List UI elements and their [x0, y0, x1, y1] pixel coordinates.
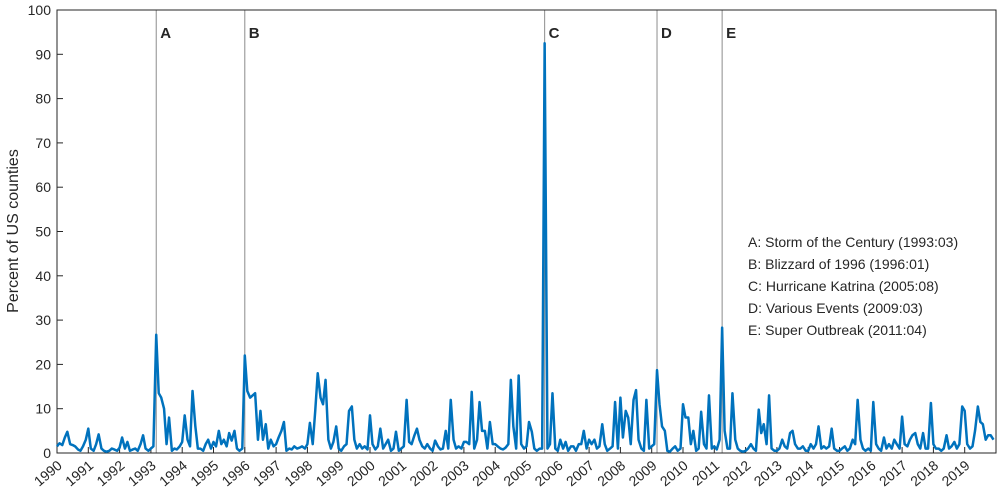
y-tick-label: 70 — [35, 135, 51, 151]
x-tick-label: 1991 — [62, 457, 96, 489]
event-legend: E: Super Outbreak (2011:04) — [748, 322, 927, 338]
event-legend: C: Hurricane Katrina (2005:08) — [748, 278, 939, 294]
x-tick-label: 2004 — [469, 457, 503, 489]
event-label: C — [549, 25, 560, 42]
axes-box — [56, 9, 997, 454]
event-label: B — [249, 25, 260, 42]
x-tick-label: 1993 — [125, 457, 159, 489]
y-tick-label: 80 — [35, 91, 51, 107]
data-line — [56, 41, 995, 453]
x-tick-label: 2006 — [532, 457, 566, 489]
y-tick-label: 100 — [28, 2, 52, 18]
y-tick-label: 90 — [35, 46, 51, 62]
y-tick-label: 40 — [35, 268, 51, 284]
y-tick-label: 10 — [35, 401, 51, 417]
x-tick-label: 2000 — [344, 457, 378, 489]
x-tick-label: 1995 — [187, 457, 221, 489]
x-tick-label: 2010 — [657, 457, 691, 489]
x-tick-label: 1990 — [31, 457, 65, 489]
event-legend: D: Various Events (2009:03) — [748, 300, 923, 316]
x-tick-label: 2016 — [845, 457, 879, 489]
y-tick-label: 20 — [35, 356, 51, 372]
y-tick-label: 50 — [35, 224, 51, 240]
x-tick-label: 2011 — [689, 457, 723, 489]
x-tick-label: 2014 — [782, 457, 816, 489]
x-tick-label: 2013 — [751, 457, 785, 489]
x-tick-label: 1994 — [156, 457, 190, 489]
x-tick-label: 2018 — [907, 457, 941, 489]
event-legend: B: Blizzard of 1996 (1996:01) — [748, 256, 929, 272]
x-tick-label: 2005 — [500, 457, 534, 489]
x-tick-label: 2017 — [876, 457, 910, 489]
y-tick-label: 60 — [35, 179, 51, 195]
x-tick-label: 2019 — [938, 457, 972, 489]
x-tick-label: 2008 — [594, 457, 628, 489]
event-label: E — [726, 25, 736, 42]
x-tick-label: 1996 — [219, 457, 253, 489]
event-legend: A: Storm of the Century (1993:03) — [748, 234, 958, 250]
y-axis-label: Percent of US counties — [5, 149, 22, 313]
x-tick-label: 1992 — [93, 457, 127, 489]
event-label: A — [160, 25, 171, 42]
x-tick-label: 2012 — [719, 457, 753, 489]
x-tick-label: 2009 — [625, 457, 659, 489]
x-tick-label: 2002 — [406, 457, 440, 489]
x-tick-label: 1997 — [250, 457, 284, 489]
y-tick-label: 0 — [43, 445, 51, 461]
x-tick-label: 1998 — [281, 457, 315, 489]
x-tick-label: 2007 — [563, 457, 597, 489]
y-tick-label: 30 — [35, 312, 51, 328]
x-tick-label: 1999 — [312, 457, 346, 489]
event-label: D — [661, 25, 672, 42]
x-tick-label: 2003 — [438, 457, 472, 489]
x-tick-label: 2001 — [375, 457, 409, 489]
x-tick-label: 2015 — [813, 457, 847, 489]
